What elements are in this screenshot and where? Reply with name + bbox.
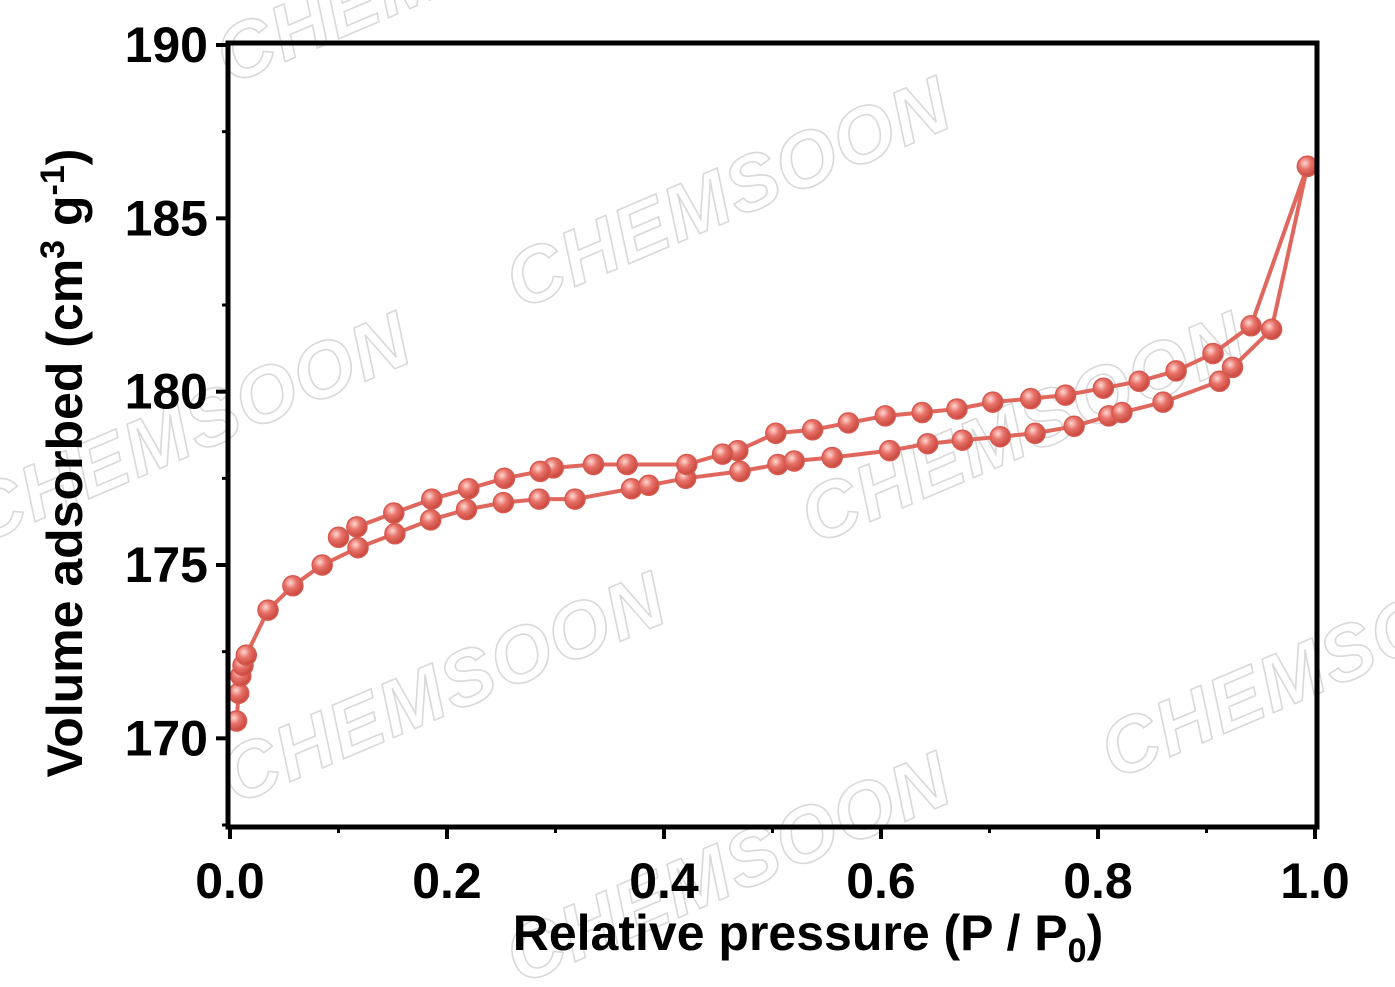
x-tick-label: 1.0 xyxy=(1280,853,1350,909)
y-tick-label: 180 xyxy=(125,364,208,420)
adsorption-point xyxy=(916,432,939,455)
adsorption-point xyxy=(729,460,751,483)
data-layer xyxy=(225,155,1319,732)
desorption-point xyxy=(1128,370,1150,393)
plot-frame xyxy=(225,40,1320,830)
x-axis-title: Relative pressure (P / P0) xyxy=(513,905,1104,970)
desorption-point xyxy=(982,391,1004,413)
desorption-point xyxy=(946,398,968,420)
adsorption-point xyxy=(821,446,843,469)
desorption-point xyxy=(765,422,787,445)
adsorption-point xyxy=(492,491,515,514)
x-tick-label: 0.2 xyxy=(412,853,482,909)
desorption-point xyxy=(837,412,860,434)
adsorption-point xyxy=(1208,370,1231,393)
watermark-text: CHEMSOON xyxy=(202,0,674,101)
x-tick-label: 0.6 xyxy=(846,853,916,909)
y-tick-label: 175 xyxy=(125,537,208,593)
desorption-point xyxy=(1092,377,1115,399)
watermark-text: CHEMSOON xyxy=(492,59,964,326)
desorption-point xyxy=(1019,387,1042,410)
adsorption-line xyxy=(234,165,1310,722)
desorption-line xyxy=(337,165,1310,540)
y-tick-label: 190 xyxy=(125,17,208,73)
adsorption-point xyxy=(455,498,478,521)
adsorption-point xyxy=(384,523,406,545)
adsorption-point xyxy=(783,450,805,472)
x-tick-label: 0.4 xyxy=(629,853,699,909)
desorption-point xyxy=(1054,384,1077,406)
desorption-point xyxy=(493,467,516,490)
y-axis-title: Volume adsorbed (cm3 g-1) xyxy=(34,149,93,778)
desorption-point xyxy=(711,443,734,465)
desorption-point xyxy=(529,460,552,483)
desorption-point xyxy=(383,502,405,524)
desorption-point xyxy=(582,453,605,476)
adsorption-point xyxy=(1221,356,1244,379)
adsorption-point xyxy=(878,439,901,462)
adsorption-point xyxy=(951,429,974,451)
x-tick-label: 0.8 xyxy=(1063,853,1133,909)
adsorption-point xyxy=(419,509,442,531)
adsorption-point xyxy=(638,474,660,497)
adsorption-point xyxy=(1111,401,1133,424)
adsorption-point xyxy=(564,488,586,510)
y-tick-label: 170 xyxy=(125,710,208,766)
desorption-point xyxy=(457,477,480,500)
axes-layer: 0.0 0.2 0.4 0.6 0.8 1.0 170 175 180 185 190 xyxy=(125,17,1350,909)
adsorption-point xyxy=(989,425,1012,448)
desorption-point xyxy=(676,453,698,476)
adsorption-point xyxy=(528,488,550,510)
y-tick-label: 185 xyxy=(125,190,208,246)
adsorption-point xyxy=(620,477,643,500)
adsorption-point xyxy=(235,644,258,666)
watermark-text: CHEMSOON xyxy=(207,554,679,821)
desorption-point xyxy=(1202,342,1224,365)
adsorption-point xyxy=(311,554,333,576)
desorption-point xyxy=(327,526,350,549)
desorption-point xyxy=(1165,360,1187,382)
desorption-point xyxy=(421,488,443,510)
desorption-point xyxy=(801,419,824,441)
adsorption-point xyxy=(1260,318,1283,341)
adsorption-point xyxy=(1024,422,1046,445)
x-tick-label: 0.0 xyxy=(195,853,265,909)
adsorption-point xyxy=(1063,415,1085,438)
desorption-point xyxy=(346,516,368,538)
desorption-point xyxy=(1296,155,1319,178)
adsorption-point xyxy=(282,575,304,597)
adsorption-point xyxy=(257,599,279,621)
adsorption-point xyxy=(1152,391,1174,413)
desorption-point xyxy=(911,401,933,424)
watermark-text: CHEMSOON xyxy=(1087,529,1395,796)
desorption-point xyxy=(616,453,638,476)
desorption-point xyxy=(874,405,897,427)
adsorption-point xyxy=(347,536,369,559)
desorption-point xyxy=(1240,315,1262,337)
